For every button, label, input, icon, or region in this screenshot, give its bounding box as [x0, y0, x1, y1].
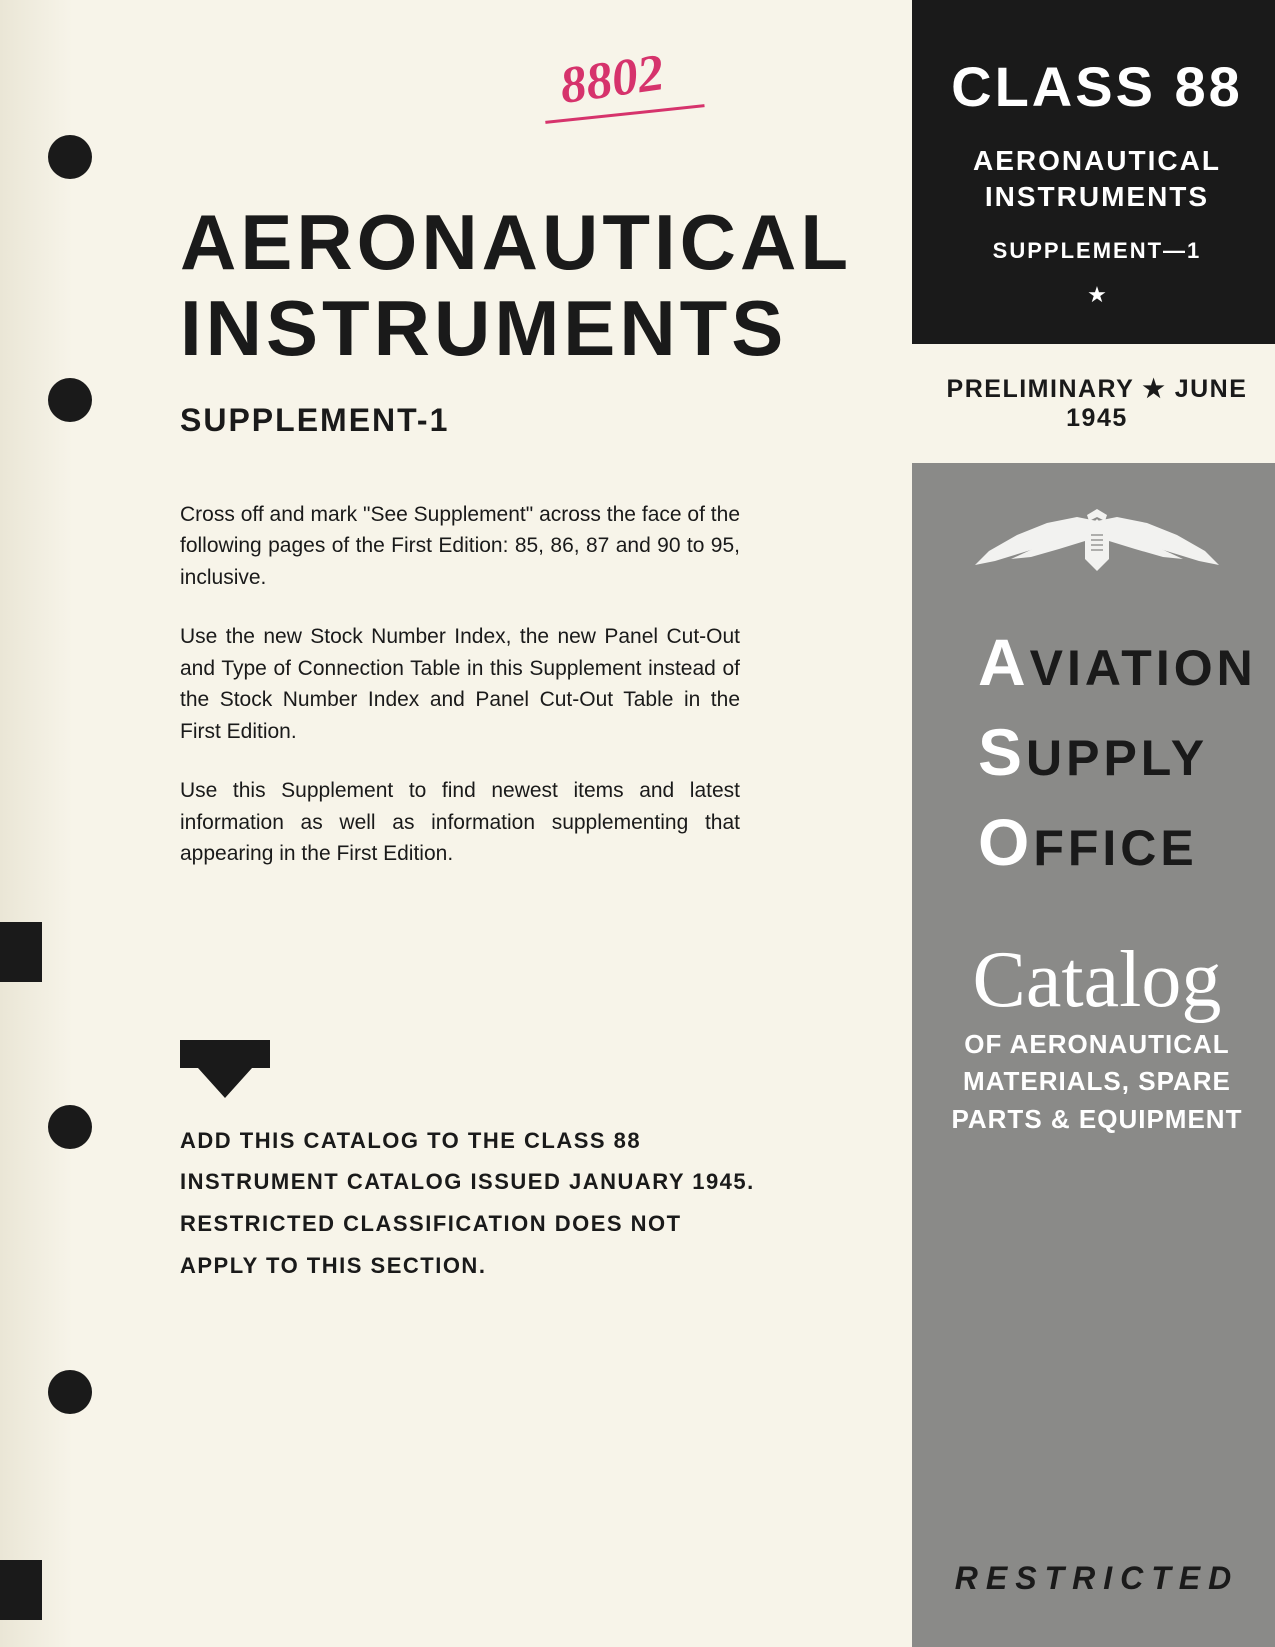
- aso-line-office: OFFICE: [942, 804, 1252, 880]
- footer-line: ADD THIS CATALOG TO THE CLASS 88 INSTRUM…: [180, 1128, 755, 1195]
- aso-cap: O: [978, 805, 1033, 879]
- title-line-2: INSTRUMENTS: [180, 284, 787, 372]
- catalog-sub-line: OF AERONAUTICAL: [964, 1029, 1229, 1059]
- sidebar-gray-panel: AVIATION SUPPLY OFFICE Catalog OF AERONA…: [912, 463, 1275, 1647]
- aso-rest: FFICE: [1033, 820, 1197, 876]
- aso-line-aviation: AVIATION: [942, 624, 1252, 700]
- sidebar-title: AERONAUTICAL INSTRUMENTS: [932, 143, 1262, 216]
- body-paragraph: Cross off and mark "See Supplement" acro…: [180, 499, 740, 594]
- catalog-sub-line: PARTS & EQUIPMENT: [951, 1104, 1242, 1134]
- main-column: 8802 AERONAUTICAL INSTRUMENTS SUPPLEMENT…: [0, 0, 912, 1647]
- punch-hole: [48, 378, 92, 422]
- body-paragraph: Use this Supplement to find newest items…: [180, 775, 740, 870]
- aso-rest: UPPLY: [1026, 730, 1208, 786]
- aso-line-supply: SUPPLY: [942, 714, 1252, 790]
- main-subtitle: SUPPLEMENT-1: [180, 402, 852, 439]
- punch-hole: [48, 135, 92, 179]
- sidebar-column: CLASS 88 AERONAUTICAL INSTRUMENTS SUPPLE…: [912, 0, 1275, 1647]
- document-page: 8802 AERONAUTICAL INSTRUMENTS SUPPLEMENT…: [0, 0, 1275, 1647]
- naval-aviator-wings-icon: [967, 509, 1227, 588]
- catalog-sub-line: MATERIALS, SPARE: [963, 1066, 1231, 1096]
- footer-line: RESTRICTED CLASSIFICATION DOES NOT APPLY…: [180, 1211, 682, 1278]
- footer-note: ADD THIS CATALOG TO THE CLASS 88 INSTRUM…: [180, 1120, 760, 1287]
- binding-notch: [0, 1560, 42, 1620]
- sidebar-supplement: SUPPLEMENT—1: [932, 238, 1262, 264]
- star-icon: ★: [932, 282, 1262, 308]
- binding-notch: [0, 922, 42, 982]
- restricted-label: RESTRICTED: [942, 1480, 1252, 1597]
- body-paragraph: Use the new Stock Number Index, the new …: [180, 621, 740, 747]
- catalog-script: Catalog: [942, 944, 1252, 1016]
- aso-cap: S: [978, 715, 1026, 789]
- handwritten-annotation: 8802: [556, 43, 667, 116]
- punch-hole: [48, 1105, 92, 1149]
- preliminary-strip: PRELIMINARY ★ JUNE 1945: [912, 344, 1275, 463]
- aso-rest: VIATION: [1030, 640, 1257, 696]
- aso-cap: A: [978, 625, 1030, 699]
- punch-hole: [48, 1370, 92, 1414]
- sidebar-title-line: AERONAUTICAL: [973, 145, 1221, 176]
- main-title: AERONAUTICAL INSTRUMENTS: [180, 200, 852, 372]
- sidebar-title-line: INSTRUMENTS: [985, 181, 1209, 212]
- sidebar-black-panel: CLASS 88 AERONAUTICAL INSTRUMENTS SUPPLE…: [912, 0, 1275, 344]
- down-arrow-icon: [180, 1040, 852, 1100]
- class-label: CLASS 88: [932, 54, 1262, 119]
- title-line-1: AERONAUTICAL: [180, 198, 852, 286]
- catalog-subtitle: OF AERONAUTICAL MATERIALS, SPARE PARTS &…: [942, 1026, 1252, 1139]
